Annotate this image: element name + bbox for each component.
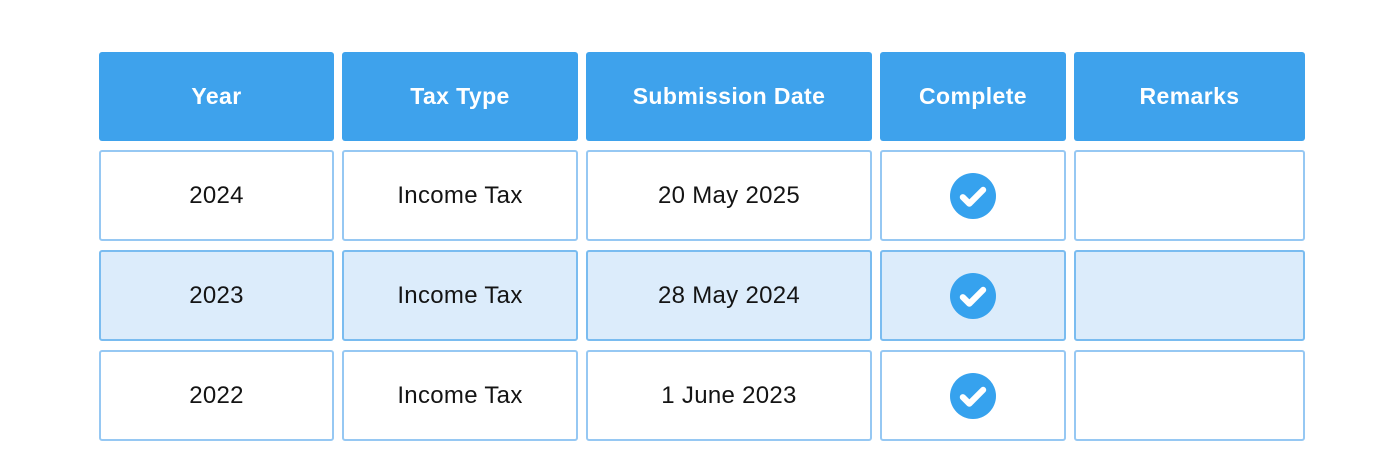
complete-cell xyxy=(880,350,1066,441)
remarks-cell xyxy=(1074,350,1305,441)
submission-date-cell: 1 June 2023 xyxy=(586,350,872,441)
complete-check-icon xyxy=(950,272,996,319)
column-header-year: Year xyxy=(99,52,334,141)
year-cell: 2022 xyxy=(99,350,334,441)
remarks-cell xyxy=(1074,150,1305,241)
complete-check-icon xyxy=(950,372,996,419)
column-header-tax-type: Tax Type xyxy=(342,52,578,141)
complete-cell xyxy=(880,150,1066,241)
remarks-cell xyxy=(1074,250,1305,341)
tax-type-cell: Income Tax xyxy=(342,150,578,241)
tax-submission-table: Year Tax Type Submission Date Complete R… xyxy=(99,52,1305,441)
submission-date-cell: 28 May 2024 xyxy=(586,250,872,341)
column-header-submission-date: Submission Date xyxy=(586,52,872,141)
tax-type-cell: Income Tax xyxy=(342,250,578,341)
tax-type-cell: Income Tax xyxy=(342,350,578,441)
submission-date-cell: 20 May 2025 xyxy=(586,150,872,241)
column-header-remarks: Remarks xyxy=(1074,52,1305,141)
column-header-complete: Complete xyxy=(880,52,1066,141)
complete-check-icon xyxy=(950,172,996,219)
year-cell: 2023 xyxy=(99,250,334,341)
complete-cell xyxy=(880,250,1066,341)
year-cell: 2024 xyxy=(99,150,334,241)
